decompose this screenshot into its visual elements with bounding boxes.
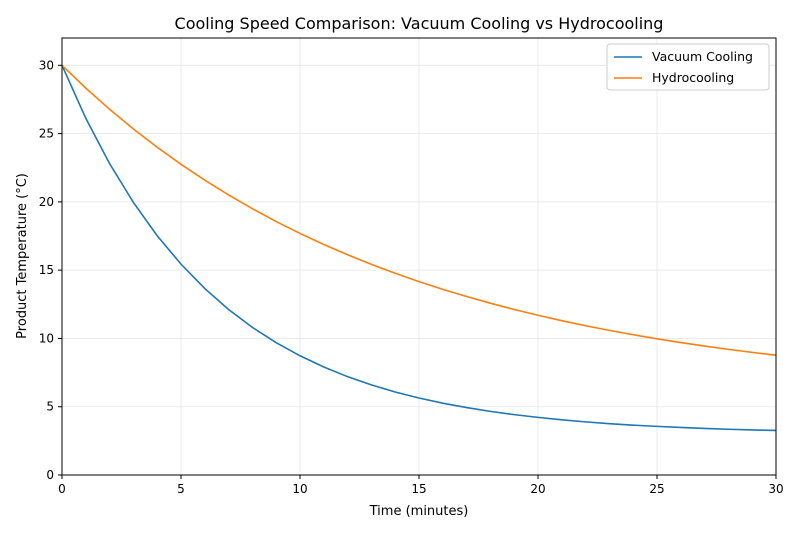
series-line-hydrocooling <box>61 64 777 357</box>
y-tick-label: 0 <box>46 468 54 482</box>
y-tick-label: 10 <box>39 331 54 345</box>
series-lines <box>61 64 777 432</box>
y-tick-label: 15 <box>39 263 54 277</box>
y-axis-label: Product Temperature (°C) <box>15 173 30 339</box>
ticks: 0 5 10 15 20 25 30 0 5 10 15 20 25 30 <box>39 58 784 496</box>
x-tick-label: 25 <box>649 482 664 496</box>
y-tick-label: 25 <box>39 127 54 141</box>
x-tick-label: 15 <box>411 482 426 496</box>
x-axis-label: Time (minutes) <box>369 504 469 519</box>
chart-title: Cooling Speed Comparison: Vacuum Cooling… <box>175 14 664 33</box>
legend-label: Hydrocooling <box>652 70 734 85</box>
series-line-vacuum-cooling <box>61 64 777 432</box>
y-tick-label: 5 <box>46 400 54 414</box>
x-tick-label: 30 <box>768 482 783 496</box>
legend-label: Vacuum Cooling <box>652 49 753 64</box>
legend: Vacuum Cooling Hydrocooling <box>606 43 770 91</box>
legend-box <box>606 43 770 91</box>
x-tick-label: 20 <box>530 482 545 496</box>
x-tick-label: 10 <box>292 482 307 496</box>
grid <box>61 38 777 476</box>
y-tick-label: 30 <box>39 58 54 72</box>
y-tick-label: 20 <box>39 195 54 209</box>
x-tick-label: 5 <box>177 482 185 496</box>
x-tick-label: 0 <box>58 482 66 496</box>
